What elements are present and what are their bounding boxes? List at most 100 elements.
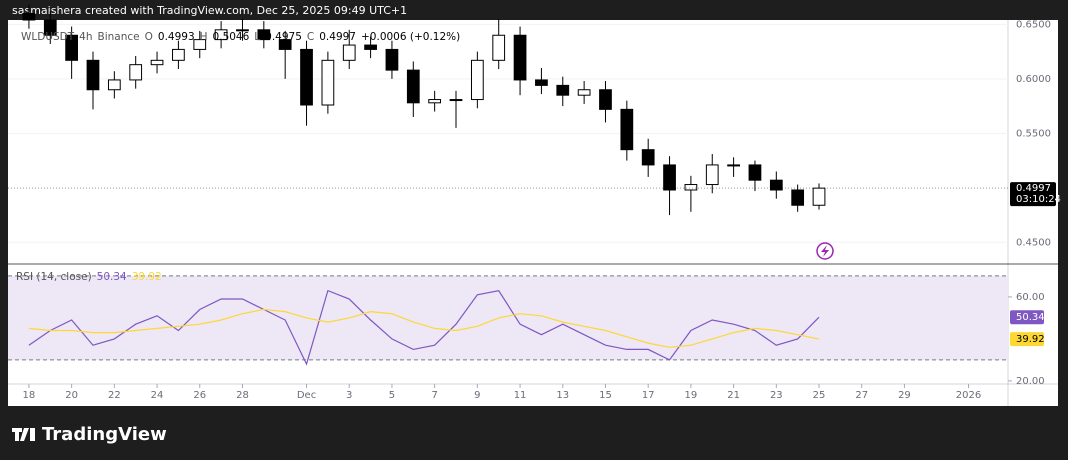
rsi-legend: RSI (14, close) 50.34 39.92	[16, 271, 162, 283]
x-tick-label: 20	[65, 390, 78, 401]
candle-body	[599, 89, 612, 110]
x-tick-label: 2026	[956, 390, 981, 401]
x-tick-label: 13	[556, 390, 569, 401]
candle-body	[300, 48, 313, 106]
ohlc-key: L	[254, 31, 260, 43]
candle-body	[556, 84, 570, 96]
x-tick-label: 3	[346, 390, 352, 401]
x-tick-label: 15	[599, 390, 612, 401]
x-tick-label: 26	[193, 390, 206, 401]
candle-body	[257, 29, 271, 41]
x-tick-label: 27	[855, 390, 868, 401]
candle-body	[193, 39, 207, 50]
x-tick-label: 28	[236, 390, 249, 401]
candle-body	[150, 59, 164, 66]
candle-body	[684, 184, 698, 191]
candle-body	[535, 79, 548, 86]
x-tick-label: 9	[474, 390, 480, 401]
value-label: 50.34	[1016, 312, 1045, 323]
candle-body	[385, 48, 399, 71]
exchange: Binance	[98, 31, 140, 43]
change: +0.0006 (+0.12%)	[361, 31, 460, 43]
ohlc-value: 0.4993	[158, 31, 195, 43]
candle-body	[107, 79, 121, 91]
y-tick-label: 0.6000	[1016, 74, 1051, 85]
event-bolt	[821, 245, 829, 257]
candle-body	[172, 48, 185, 61]
candle-body	[492, 34, 506, 61]
candle-body	[86, 59, 100, 91]
credit: sasmaishera created with TradingView.com…	[12, 4, 407, 17]
y-tick-label: 0.5500	[1016, 128, 1051, 139]
brand-logo	[12, 428, 35, 441]
rsi-title: RSI (14, close)	[16, 271, 92, 283]
rsi-band	[8, 275, 1008, 360]
candle-body	[428, 99, 442, 104]
x-tick-label: Dec	[297, 390, 316, 401]
candle-body	[727, 164, 740, 167]
interval: 4h	[79, 31, 92, 43]
candle-body	[470, 59, 484, 101]
candle-body	[406, 69, 420, 104]
candle-body	[705, 164, 719, 186]
x-tick-label: 18	[23, 390, 36, 401]
x-tick-label: 24	[151, 390, 164, 401]
candle-body	[812, 187, 826, 206]
x-tick-label: 25	[813, 390, 826, 401]
last-price-box	[1010, 182, 1056, 207]
value-box	[1010, 332, 1044, 347]
candle-body	[791, 189, 805, 206]
price-legend: WLDUSDT 4h Binance O 0.4993 H 0.5046 L 0.4975 C 0.…	[21, 31, 460, 43]
rsi-line	[28, 289, 820, 366]
legend-value: 50.34	[97, 271, 127, 283]
chart-layer: 0.4500 0.5500 0.6000 0.6500 18 20 22 24 26 28 Dec 3…	[8, 4, 1061, 401]
value-label: 39.92	[1016, 334, 1045, 345]
candle-body	[364, 44, 377, 50]
candle-body	[278, 39, 292, 50]
candle-body	[321, 59, 335, 106]
x-tick-label: 29	[898, 390, 911, 401]
y-tick-label: 0.6500	[1016, 19, 1051, 30]
candle-body	[449, 99, 463, 102]
candle-body	[769, 179, 783, 191]
candle-body	[513, 34, 527, 81]
candle-body	[43, 19, 57, 36]
ohlc-key: C	[307, 31, 314, 43]
legend-value: 39.92	[132, 271, 162, 283]
countdown: 03:10:24	[1016, 194, 1061, 205]
x-tick-label: 11	[514, 390, 527, 401]
x-tick-label: 7	[431, 390, 437, 401]
candle-body	[620, 108, 634, 151]
candle-body	[129, 64, 143, 81]
candle-body	[342, 44, 356, 61]
y-tick-label: 0.4500	[1016, 237, 1051, 248]
x-tick-label: 5	[389, 390, 395, 401]
y-tick-label: 20.00	[1016, 376, 1045, 387]
candle-body	[748, 164, 762, 181]
x-tick-label: 22	[108, 390, 121, 401]
event-icon	[816, 242, 834, 260]
y-tick-label: 60.00	[1016, 292, 1045, 303]
candle-body	[641, 149, 655, 166]
candle-body	[663, 164, 676, 191]
brand: TradingView	[42, 424, 167, 445]
symbol: WLDUSDT	[21, 31, 75, 43]
value-box	[1010, 310, 1044, 325]
x-tick-label: 21	[727, 390, 740, 401]
ohlc-key: H	[200, 31, 208, 43]
ohlc-value: 0.4975	[265, 31, 302, 43]
last-price: 0.4997	[1016, 183, 1051, 194]
candle-body	[65, 34, 79, 61]
x-tick-label: 19	[685, 390, 698, 401]
x-tick-label: 17	[642, 390, 655, 401]
ohlc-value: 0.4997	[319, 31, 356, 43]
ohlc-value: 0.5046	[213, 31, 250, 43]
candle-body	[236, 29, 249, 32]
candle-body	[577, 89, 591, 96]
ohlc-key: O	[145, 31, 153, 43]
rsi-line	[28, 308, 820, 348]
x-tick-label: 23	[770, 390, 783, 401]
candle-body	[22, 12, 36, 21]
